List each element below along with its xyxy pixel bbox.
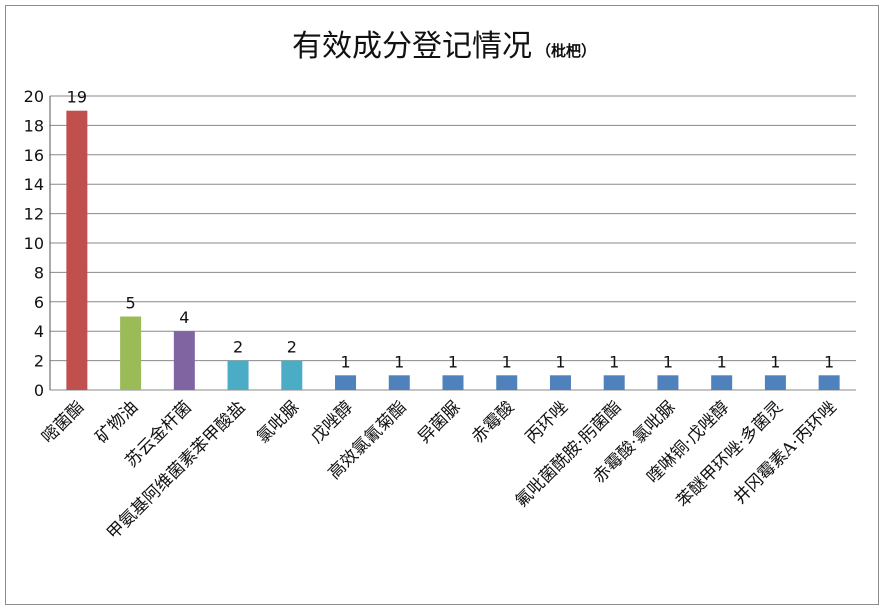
y-tick-label: 14 — [24, 175, 44, 194]
y-tick-label: 12 — [24, 205, 44, 224]
bar — [603, 375, 625, 390]
category-label: 井冈霉素A·丙环唑 — [730, 397, 841, 508]
data-label: 5 — [126, 294, 136, 313]
category-label: 赤霉酸 — [468, 397, 518, 447]
chart-title-sub: （枇杷） — [536, 42, 596, 60]
data-labels: 19 5 4 2 2 1 1 1 1 1 1 1 1 1 1 — [67, 88, 835, 372]
category-label: 矿物油 — [92, 397, 142, 447]
data-label: 1 — [502, 352, 512, 371]
y-tick-label: 2 — [34, 352, 44, 371]
y-tick-label: 0 — [34, 381, 44, 400]
y-tick-label: 10 — [24, 234, 44, 253]
bar — [442, 375, 464, 390]
data-label: 1 — [448, 352, 458, 371]
bar — [764, 375, 786, 390]
data-label: 19 — [67, 88, 87, 107]
bar — [120, 316, 142, 390]
data-label: 1 — [824, 352, 834, 371]
bar — [657, 375, 679, 390]
y-tick-label: 6 — [34, 293, 44, 312]
bar — [496, 375, 518, 390]
bar — [335, 375, 357, 390]
y-tick-label: 4 — [34, 322, 44, 341]
y-tick-label: 8 — [34, 263, 44, 282]
grid-layer — [49, 95, 856, 391]
bar — [388, 375, 410, 390]
category-label: 丙环唑 — [522, 397, 572, 447]
category-label: 嘧菌酯 — [38, 397, 88, 447]
data-label: 4 — [179, 308, 189, 327]
y-tick-label: 20 — [24, 87, 44, 106]
y-axis-ticks: 0 2 4 6 8 10 12 14 16 18 20 — [24, 87, 44, 400]
bar — [66, 110, 88, 390]
bar — [281, 360, 303, 390]
data-label: 1 — [770, 352, 780, 371]
bars — [66, 110, 840, 390]
category-label: 异菌脲 — [414, 397, 464, 447]
y-tick-label: 16 — [24, 146, 44, 165]
bar — [549, 375, 571, 390]
data-label: 1 — [609, 352, 619, 371]
bar — [711, 375, 733, 390]
data-label: 2 — [287, 338, 297, 357]
y-tick-label: 18 — [24, 116, 44, 135]
chart-title-main: 有效成分登记情况 — [292, 29, 532, 64]
bar — [818, 375, 840, 390]
data-label: 1 — [555, 352, 565, 371]
bar — [173, 331, 195, 390]
chart-frame — [5, 5, 879, 605]
data-label: 1 — [394, 352, 404, 371]
category-label: 氯吡脲 — [253, 397, 303, 447]
chart-title: 有效成分登记情况 （枇杷） — [292, 29, 596, 64]
data-label: 1 — [717, 352, 727, 371]
category-label: 戊唑醇 — [307, 397, 357, 447]
data-label: 1 — [340, 352, 350, 371]
data-label: 1 — [663, 352, 673, 371]
data-label: 2 — [233, 338, 243, 357]
bar — [227, 360, 249, 390]
